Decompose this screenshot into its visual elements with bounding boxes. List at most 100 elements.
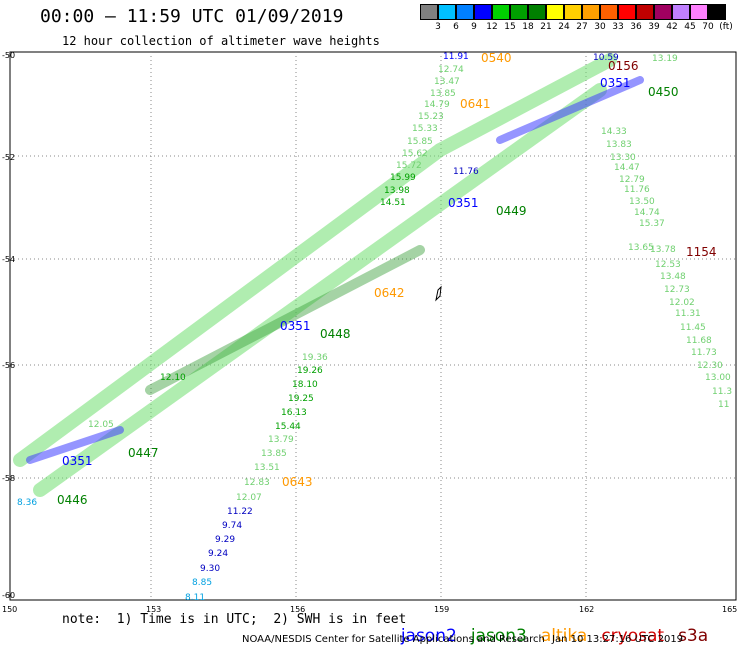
swh-value: 15.23 [418, 112, 444, 122]
swh-value: 12.02 [669, 298, 695, 308]
legend-swatch [456, 4, 474, 20]
altika-track-north: 11.91 12.74 13.47 13.85 14.79 15.23 15.3… [380, 52, 469, 208]
swh-value: 11.76 [453, 167, 479, 177]
lon-label: 153 [146, 605, 161, 614]
lon-label: 156 [290, 605, 305, 614]
legend-swatch [564, 4, 582, 20]
legend-label: 6 [453, 22, 459, 32]
credit-line: NOAA/NESDIS Center for Satellite Applica… [242, 634, 545, 645]
sat-s3a: s3a [678, 626, 709, 646]
swh-value: 15.44 [275, 422, 301, 432]
map-title: 00:00 – 11:59 UTC 01/09/2019 [40, 6, 344, 27]
swh-value: 11.91 [443, 52, 469, 62]
time-label: 0540 [481, 51, 512, 65]
sat-altika: altika [540, 626, 588, 646]
time-label: 0446 [57, 493, 88, 507]
track-band-lower [33, 83, 607, 497]
legend-swatch [582, 4, 600, 20]
swh-value: 13.48 [660, 272, 686, 282]
track-band-blue [26, 76, 644, 464]
sat-jason3: jason3 [470, 626, 527, 646]
legend-swatch [420, 4, 438, 20]
swh-value: 13.83 [606, 140, 632, 150]
map-grid [10, 52, 736, 600]
swh-value: 14.47 [614, 163, 640, 173]
swh-value: 14.79 [424, 100, 450, 110]
legend-label: 24 [558, 22, 570, 32]
swh-value: 13.65 [628, 243, 654, 253]
legend-swatch [636, 4, 654, 20]
swh-value: 13.47 [434, 77, 460, 87]
swh-value: 13.79 [268, 435, 294, 445]
swh-value: 15.85 [407, 137, 433, 147]
satellite-key: jason2 jason3 altika cryosat s3a [390, 606, 722, 646]
swh-value: 11.76 [624, 185, 650, 195]
swh-value: 11 [718, 400, 729, 410]
legend-label: 30 [594, 22, 606, 32]
legend-label: 9 [471, 22, 477, 32]
time-label: 0450 [648, 85, 679, 99]
jason2-track-south: 11.22 9.74 9.29 9.24 9.30 8.85 8.11 [185, 507, 253, 603]
legend-label: 39 [648, 22, 660, 32]
legend-swatch [600, 4, 618, 20]
time-label: 0351 [62, 454, 93, 468]
swh-value: 15.33 [412, 124, 438, 134]
legend-swatch [492, 4, 510, 20]
legend-swatch [690, 4, 708, 20]
swh-value: 12.30 [697, 361, 723, 371]
legend-label: 18 [522, 22, 534, 32]
track-band-middle [145, 245, 425, 395]
swh-value: 9.74 [222, 521, 242, 531]
legend-label: 21 [540, 22, 552, 32]
swh-value: 14.51 [380, 198, 406, 208]
swh-value: 13.98 [384, 186, 410, 196]
swh-value: 19.36 [302, 353, 328, 363]
lon-label: 150 [2, 605, 17, 614]
legend-label: 42 [666, 22, 678, 32]
legend-label: 12 [486, 22, 498, 32]
legend-label: 36 [630, 22, 642, 32]
swh-value: 12.83 [244, 478, 270, 488]
swh-value: 19.25 [288, 394, 314, 404]
swh-value: 9.29 [215, 535, 235, 545]
time-label: 0449 [496, 204, 527, 218]
swh-value: 18.10 [292, 380, 318, 390]
time-label: 0448 [320, 327, 351, 341]
lat-label: -56 [2, 361, 15, 370]
swh-value: 12.07 [236, 493, 262, 503]
swh-value: 11.3 [712, 387, 732, 397]
legend-swatch [546, 4, 564, 20]
legend-label: 15 [504, 22, 516, 32]
swh-value: 12.10 [160, 373, 186, 383]
legend-swatch [510, 4, 528, 20]
lon-label: 162 [579, 605, 594, 614]
swh-value: 12.79 [619, 175, 645, 185]
time-label: 0641 [460, 97, 491, 111]
time-label: 0351 [600, 76, 631, 90]
legend-swatch [654, 4, 672, 20]
swh-value: 13.19 [652, 54, 678, 64]
swh-value: 16.13 [281, 408, 307, 418]
time-label: 0447 [128, 446, 159, 460]
timestamp: Jan 10 13:27:16 UTC 2019 [552, 634, 684, 645]
footer-note: note: 1) Time is in UTC; 2) SWH is in fe… [62, 612, 407, 627]
legend-label: 45 [684, 22, 696, 32]
legend-unit: (ft) [719, 22, 733, 32]
altika-track-south: 19.36 19.26 18.10 19.25 16.13 15.44 13.7… [236, 353, 328, 503]
swh-value: 8.36 [17, 498, 37, 508]
swh-value: 10.59 [593, 53, 619, 63]
time-label: 0156 [608, 59, 639, 73]
swh-value: 15.72 [396, 161, 422, 171]
swh-value: 12.53 [655, 260, 681, 270]
swh-value: 13.50 [629, 197, 655, 207]
swh-value: 13.51 [254, 463, 280, 473]
lat-label: -54 [2, 255, 15, 264]
time-label: 1154 [686, 245, 717, 259]
swh-value: 9.30 [200, 564, 220, 574]
sat-jason2: jason2 [400, 626, 457, 646]
time-label: 0642 [374, 286, 405, 300]
plot-frame [9, 51, 737, 601]
swh-value: 11.68 [686, 336, 712, 346]
legend-label: 70 [702, 22, 714, 32]
